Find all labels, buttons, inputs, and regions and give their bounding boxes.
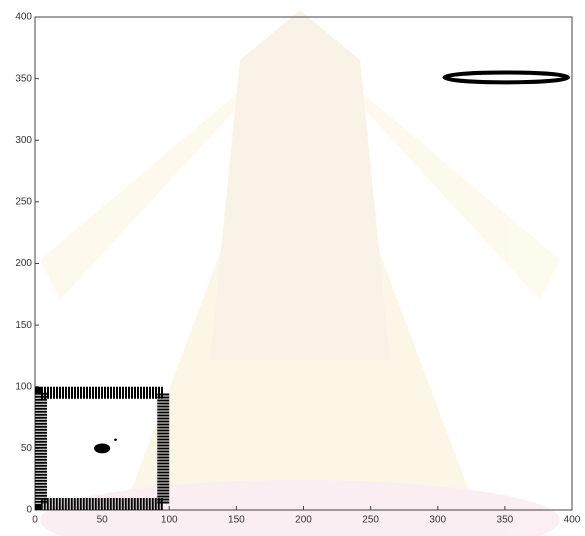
y-tick-label: 0 <box>26 505 32 516</box>
y-tick-label: 50 <box>21 443 33 454</box>
x-tick-label: 50 <box>97 515 109 526</box>
x-tick-label: 0 <box>32 515 38 526</box>
x-tick-label: 400 <box>564 515 581 526</box>
y-tick-label: 200 <box>15 258 32 269</box>
ellipse <box>94 443 110 453</box>
x-tick-label: 250 <box>362 515 379 526</box>
y-tick-label: 400 <box>15 12 32 23</box>
x-tick-label: 100 <box>161 515 178 526</box>
x-tick-label: 350 <box>497 515 514 526</box>
y-tick-label: 250 <box>15 197 32 208</box>
y-tick-label: 150 <box>15 320 32 331</box>
ellipse <box>444 72 568 82</box>
x-tick-label: 150 <box>228 515 245 526</box>
watermark <box>40 10 560 536</box>
page: {"chart_data": {"type": "shapes", "xlim"… <box>0 0 585 536</box>
chart: 0 50 100 150 200 250 300 350 400 0 50 100 150 200 250 3… <box>0 0 585 536</box>
x-tick-label: 300 <box>429 515 446 526</box>
y-tick-label: 300 <box>15 135 32 146</box>
y-tick-label: 350 <box>15 73 32 84</box>
x-tick-label: 200 <box>295 515 312 526</box>
y-tick-label: 100 <box>15 381 32 392</box>
ellipse <box>114 439 117 441</box>
